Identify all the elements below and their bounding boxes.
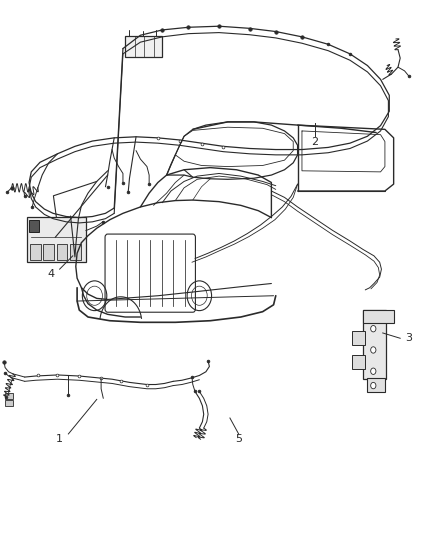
Bar bbox=[30, 244, 41, 260]
Text: 4: 4 bbox=[47, 270, 54, 279]
Text: 2: 2 bbox=[311, 136, 318, 147]
Bar bbox=[363, 310, 386, 379]
Bar bbox=[352, 356, 365, 368]
Bar bbox=[352, 332, 365, 345]
Text: 5: 5 bbox=[235, 434, 242, 445]
Bar bbox=[5, 393, 13, 399]
Bar bbox=[27, 217, 86, 262]
Bar bbox=[5, 400, 13, 406]
Text: 1: 1 bbox=[56, 434, 63, 445]
Circle shape bbox=[371, 382, 376, 389]
Bar bbox=[363, 310, 394, 324]
Bar bbox=[367, 377, 385, 392]
Circle shape bbox=[371, 326, 376, 332]
Text: 3: 3 bbox=[406, 333, 413, 343]
Bar bbox=[125, 36, 162, 56]
Bar bbox=[70, 244, 81, 260]
Bar bbox=[43, 244, 54, 260]
Bar bbox=[29, 220, 39, 232]
Circle shape bbox=[371, 368, 376, 374]
Bar bbox=[57, 244, 67, 260]
Circle shape bbox=[371, 347, 376, 353]
